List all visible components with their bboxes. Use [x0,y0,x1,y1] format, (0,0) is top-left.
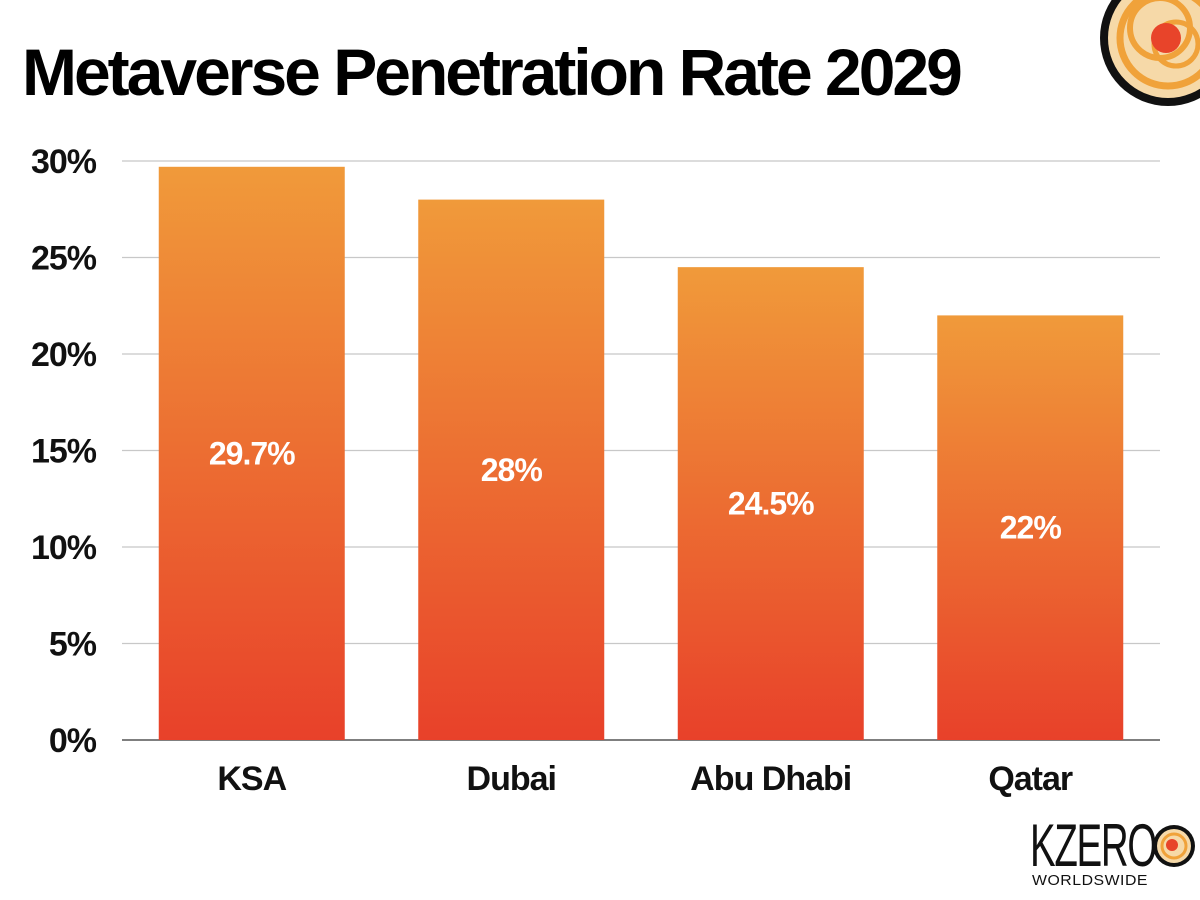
x-axis-categories: KSA Dubai Abu Dhabi Qatar [217,760,1074,798]
data-labels: 29.7% 28% 24.5% 22% [209,435,1062,546]
x-category-label: Abu Dhabi [690,760,851,798]
y-axis-ticks: 0% 5% 10% 15% 20% 25% 30% [31,143,98,760]
y-tick-label: 10% [31,529,97,567]
bars [158,166,1124,741]
bar-abu-dhabi [677,267,864,740]
bar-qatar [937,315,1124,740]
y-tick-label: 20% [31,336,97,374]
data-label: 28% [481,452,543,488]
corner-logo-icon [1100,0,1200,106]
y-tick-label: 0% [49,722,97,760]
data-label: 24.5% [728,486,814,522]
logo-subtitle: WORLDSWIDE [1032,872,1148,889]
y-tick-label: 30% [31,143,97,181]
chart-title: Metaverse Penetration Rate 2029 [22,35,961,109]
data-label: 29.7% [209,435,295,471]
y-tick-label: 15% [31,433,97,471]
data-label: 22% [1000,510,1062,546]
x-category-label: Qatar [988,760,1073,798]
bar-ksa [158,166,345,741]
bar-dubai [418,199,605,741]
logo-word: KZERO [1030,812,1156,879]
x-category-label: KSA [217,760,286,798]
y-tick-label: 5% [49,626,97,664]
x-category-label: Dubai [467,760,556,798]
logo-ring-icon [1153,825,1195,867]
kzero-logo: KZERO WORLDSWIDE [1030,812,1195,889]
y-tick-label: 25% [31,240,97,278]
